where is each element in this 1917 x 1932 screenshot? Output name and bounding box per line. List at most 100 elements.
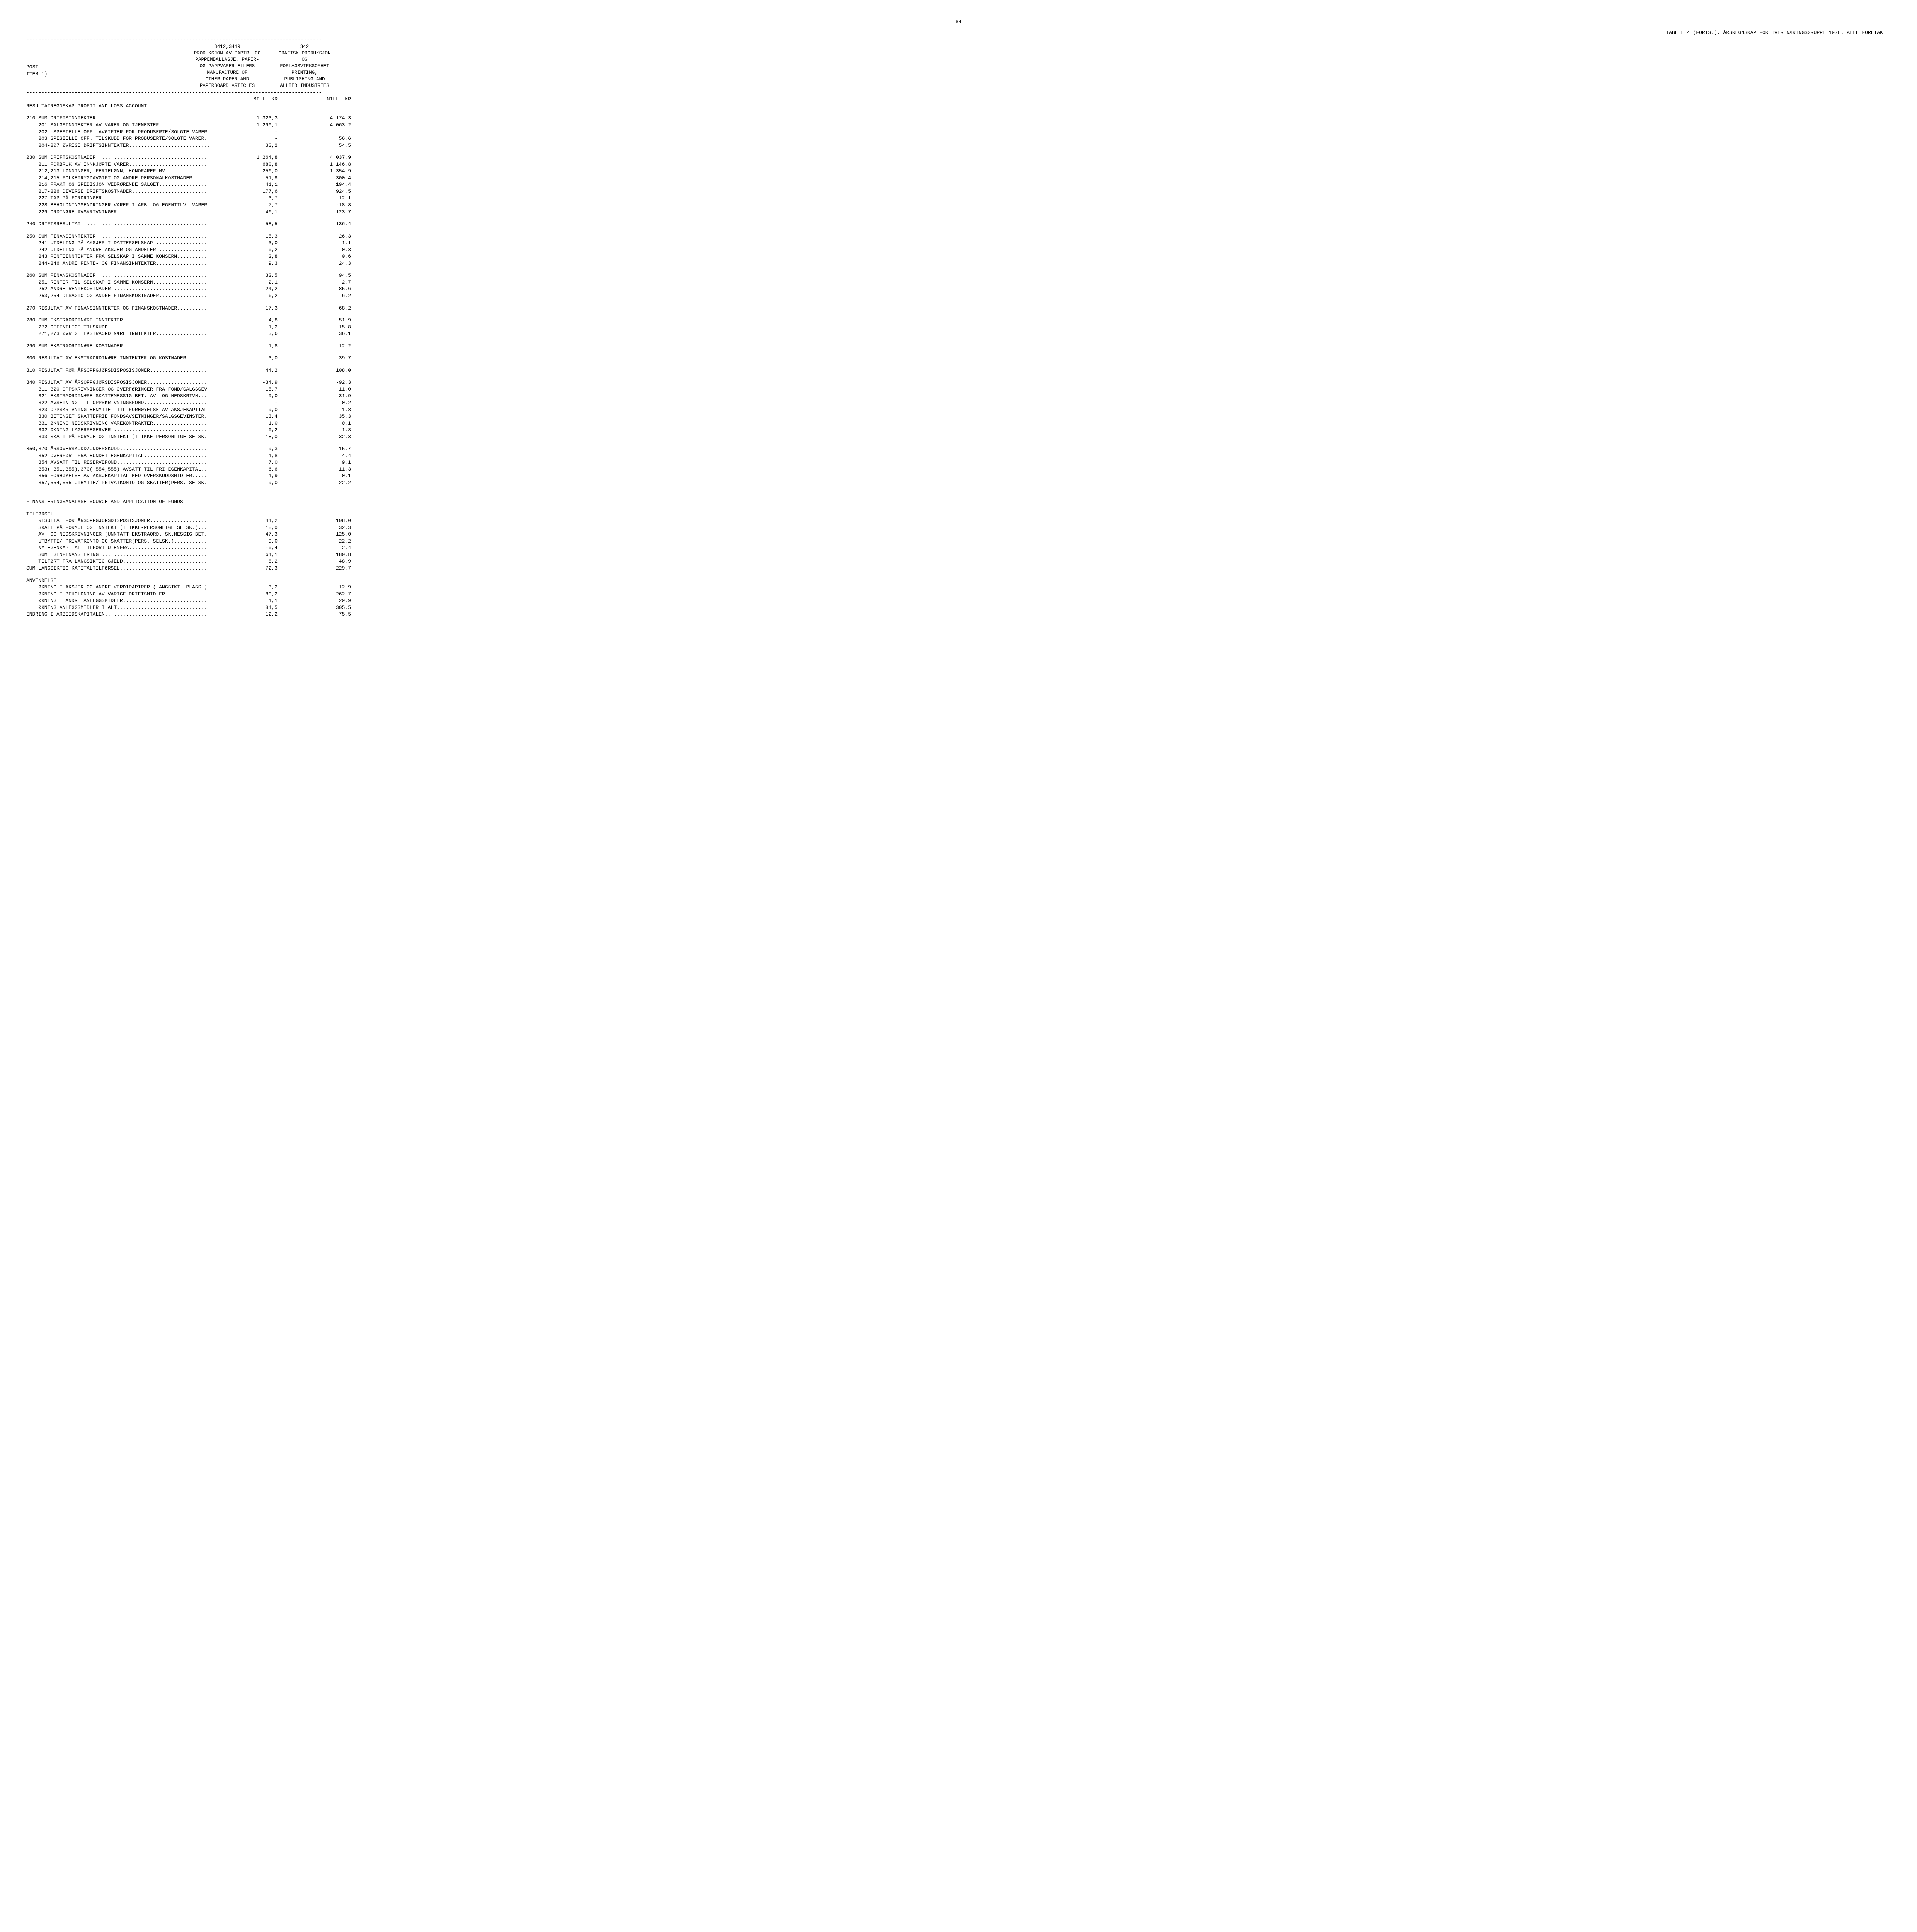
row-value-2: 2,4 [293,544,351,551]
row-value-1: 2,8 [220,253,293,260]
table-row: ØKNING I AKSJER OG ANDRE VERDIPAPIRER (L… [26,584,1891,591]
row-value-1: 0,2 [220,247,293,253]
table-row: 210 SUM DRIFTSINNTEKTER.................… [26,115,1891,122]
row-value-2: 12,9 [293,584,351,591]
row-label: 260 SUM FINANSKOSTNADER.................… [26,272,220,279]
row-value-2: 1,8 [293,427,351,434]
row-value-2: - [293,129,351,136]
row-value-2: 6,2 [293,293,351,299]
row-value-2: 94,5 [293,272,351,279]
divider: ----------------------------------------… [26,89,1891,96]
row-value-2: 29,9 [293,597,351,604]
row-value-2: 0,6 [293,253,351,260]
row-value-1: -6,6 [220,466,293,473]
table-row: 323 OPPSKRIVNING BENYTTET TIL FORHØYELSE… [26,406,1891,413]
row-value-1: 32,5 [220,272,293,279]
row-value-2: 924,5 [293,188,351,195]
table-row: 290 SUM EKSTRAORDINÆRE KOSTNADER........… [26,343,1891,350]
row-label: 211 FORBRUK AV INNKJØPTE VARER..........… [26,161,220,168]
row-value-2: 180,8 [293,551,351,558]
row-value-1: 1,8 [220,343,293,350]
row-value-2: 35,3 [293,413,351,420]
table-row: 271,273 ØVRIGE EKSTRAORDINÆRE INNTEKTER.… [26,330,1891,337]
table-row: 357,554,555 UTBYTTE/ PRIVATKONTO OG SKAT… [26,480,1891,486]
table-row: 229 ORDINÆRE AVSKRIVNINGER..............… [26,209,1891,216]
row-label: 332 ØKNING LAGERRESERVER................… [26,427,220,434]
row-label: 252 ANDRE RENTEKOSTNADER................… [26,286,220,293]
row-value-1: 3,7 [220,195,293,202]
row-label: 217-226 DIVERSE DRIFTSKOSTNADER.........… [26,188,220,195]
row-value-2: -92,3 [293,379,351,386]
table-row: 253,254 DISAGIO OG ANDRE FINANSKOSTNADER… [26,293,1891,299]
row-label: 323 OPPSKRIVNING BENYTTET TIL FORHØYELSE… [26,406,220,413]
table-row: 280 SUM EKSTRAORDINÆRE INNTEKTER........… [26,317,1891,324]
row-value-1: 177,6 [220,188,293,195]
row-value-2: 11,0 [293,386,351,393]
table-row: 228 BEHOLDNINGSENDRINGER VARER I ARB. OG… [26,202,1891,209]
row-label: 356 FORHØYELSE AV AKSJEKAPITAL MED OVERS… [26,473,220,480]
row-value-1: - [220,400,293,406]
row-label: 204-207 ØVRIGE DRIFTSINNTEKTER..........… [26,142,220,149]
row-value-2: 4 063,2 [293,122,351,129]
row-label: RESULTAT FØR ÅRSOPPGJØRSDISPOSISJONER...… [26,517,220,524]
row-value-1: 9,3 [220,446,293,452]
column-1-header: 3412,3419 PRODUKSJON AV PAPIR- OG PAPPEM… [189,44,266,89]
row-value-1: 46,1 [220,209,293,216]
table-row: 252 ANDRE RENTEKOSTNADER................… [26,286,1891,293]
row-value-1: 24,2 [220,286,293,293]
row-label: 244-246 ANDRE RENTE- OG FINANSINNTEKTER.… [26,260,220,267]
row-value-2: 0,2 [293,400,351,406]
row-value-1: 72,3 [220,565,293,572]
row-value-1: 1,1 [220,597,293,604]
column-2-header: 342 GRAFISK PRODUKSJON OG FORLAGSVIRKSOM… [266,44,343,89]
row-label: 357,554,555 UTBYTTE/ PRIVATKONTO OG SKAT… [26,480,220,486]
row-value-1: 1,9 [220,473,293,480]
row-value-2: 1,1 [293,240,351,247]
row-label: 271,273 ØVRIGE EKSTRAORDINÆRE INNTEKTER.… [26,330,220,337]
row-label: 300 RESULTAT AV EKSTRAORDINÆRE INNTEKTER… [26,355,220,362]
row-value-2: 51,9 [293,317,351,324]
row-label: ØKNING I BEHOLDNING AV VARIGE DRIFTSMIDL… [26,591,220,598]
row-value-1: 33,2 [220,142,293,149]
row-value-1: 1 323,3 [220,115,293,122]
row-value-2: 24,3 [293,260,351,267]
table-row: 352 OVERFØRT FRA BUNDET EGENKAPITAL.....… [26,452,1891,459]
row-value-2: -11,3 [293,466,351,473]
row-label: 353(-351,355),370(-554,555) AVSATT TIL F… [26,466,220,473]
row-value-2: 85,6 [293,286,351,293]
row-value-1: 7,0 [220,459,293,466]
row-value-1: 1,2 [220,324,293,331]
table-row: 270 RESULTAT AV FINANSINNTEKTER OG FINAN… [26,305,1891,312]
table-row: ENDRING I ARBEIDSKAPITALEN..............… [26,611,1891,618]
table-row: 310 RESULTAT FØR ÅRSOPPGJØRSDISPOSISJONE… [26,367,1891,374]
row-value-2: 22,2 [293,538,351,545]
page-number: 84 [26,19,1891,26]
row-value-1: -34,9 [220,379,293,386]
row-value-2: 4 174,3 [293,115,351,122]
table-row: 241 UTDELING PÅ AKSJER I DATTERSELSKAP .… [26,240,1891,247]
table-row: 212,213 LØNNINGER, FERIELØNN, HONORARER … [26,168,1891,175]
row-label: 202 -SPESIELLE OFF. AVGIFTER FOR PRODUSE… [26,129,220,136]
row-value-1: 1,0 [220,420,293,427]
row-label: 253,254 DISAGIO OG ANDRE FINANSKOSTNADER… [26,293,220,299]
row-value-2: 4 037,9 [293,154,351,161]
row-value-2: 56,6 [293,135,351,142]
row-value-1: 1 290,1 [220,122,293,129]
row-value-2: 300,4 [293,175,351,182]
row-value-1: 15,7 [220,386,293,393]
row-value-1: - [220,135,293,142]
row-value-2: 108,0 [293,517,351,524]
table-row: 230 SUM DRIFTSKOSTNADER.................… [26,154,1891,161]
row-label: UTBYTTE/ PRIVATKONTO OG SKATTER(PERS. SE… [26,538,220,545]
row-value-1: 3,0 [220,240,293,247]
row-value-1: 3,6 [220,330,293,337]
table-row: ØKNING I ANDRE ANLEGGSMIDLER............… [26,597,1891,604]
row-label: SUM EGENFINANSIERING....................… [26,551,220,558]
row-label: 354 AVSATT TIL RESERVEFOND..............… [26,459,220,466]
row-label: 331 ØKNING NEDSKRIVNING VAREKONTRAKTER..… [26,420,220,427]
row-value-2: 9,1 [293,459,351,466]
divider: ----------------------------------------… [26,37,1891,44]
row-label: 210 SUM DRIFTSINNTEKTER.................… [26,115,220,122]
row-value-1: 9,0 [220,406,293,413]
row-label: 216 FRAKT OG SPEDISJON VEDRØRENDE SALGET… [26,181,220,188]
